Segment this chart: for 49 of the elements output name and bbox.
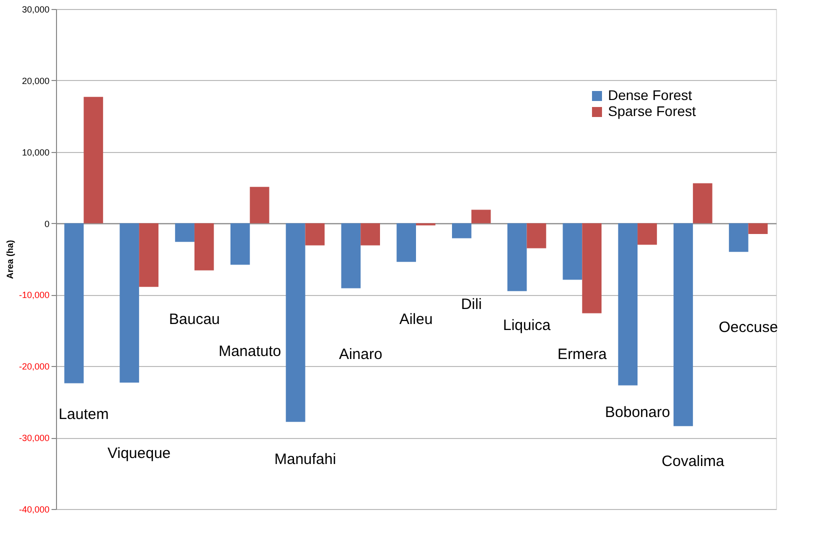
bar (84, 96, 104, 224)
y-tick-label: 0 (44, 218, 50, 229)
y-tick-label: -10,000 (18, 290, 50, 300)
bar (638, 223, 657, 245)
legend-label: Sparse Forest (608, 103, 696, 119)
bar (250, 186, 270, 224)
y-tick-label: -30,000 (18, 433, 50, 444)
y-tick-label: 30,000 (22, 4, 50, 14)
bar (582, 223, 602, 314)
bar (526, 223, 546, 248)
bar (286, 223, 306, 422)
bar (674, 223, 693, 426)
bar (230, 223, 250, 265)
x-tick-label: Lautem (58, 406, 109, 423)
bar (194, 223, 214, 270)
x-tick-label: Ermera (558, 346, 608, 363)
bar (562, 223, 582, 280)
bar (452, 223, 472, 238)
x-tick-label: Baucau (169, 311, 220, 328)
bar (748, 223, 768, 234)
legend-label: Dense Forest (608, 87, 692, 103)
bar (507, 223, 527, 292)
x-tick-label: Covalima (662, 453, 725, 470)
bar (64, 223, 84, 384)
bar (728, 223, 748, 252)
bar (618, 223, 638, 386)
x-tick-label: Ainaro (338, 346, 382, 363)
bar (360, 223, 380, 246)
x-tick-label: Manatuto (218, 343, 282, 360)
bar (396, 223, 416, 262)
bar (692, 183, 712, 224)
y-axis-title: Area (ha) (4, 240, 15, 280)
y-tick-label: -40,000 (18, 504, 50, 514)
x-tick-label: Dili (460, 296, 482, 313)
bar (175, 223, 194, 242)
bar (305, 223, 325, 246)
x-tick-label: Liquica (502, 317, 552, 334)
x-tick-label: Bobonaro (605, 404, 670, 421)
bar (139, 223, 158, 287)
x-tick-label: Viqueque (108, 445, 171, 462)
y-tick-label: -20,000 (18, 362, 50, 372)
bar (471, 210, 491, 224)
x-tick-label: Manufahi (274, 451, 336, 468)
x-tick-label: Aileu (399, 311, 433, 328)
y-tick-label: 10,000 (22, 147, 50, 158)
x-tick-label: Oeccuse (718, 319, 778, 336)
y-tick-label: 20,000 (22, 76, 50, 86)
bar (120, 223, 140, 383)
bar (341, 223, 361, 288)
